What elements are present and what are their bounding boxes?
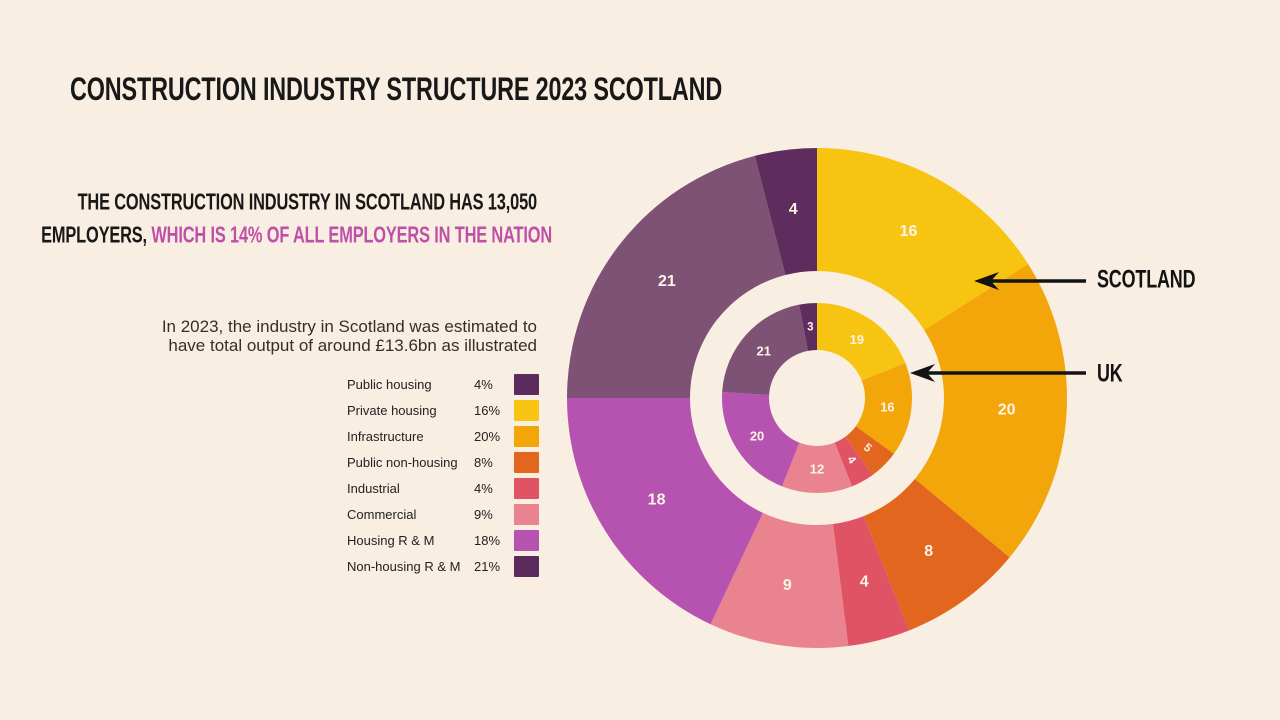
legend-label: Public housing	[347, 376, 432, 392]
inner-ring-annotation: UK	[1097, 358, 1123, 387]
chart-segment-scotland-infrastructure	[914, 264, 1067, 558]
employers-statement-black: EMPLOYERS,	[41, 223, 147, 248]
legend-item: Commercial 9%	[347, 503, 539, 525]
legend-label: Industrial	[347, 480, 400, 496]
chart-segment-scotland-non-housing-r-m	[567, 155, 786, 398]
legend-percentage: 8%	[474, 454, 493, 470]
chart-segment-value: 19	[850, 332, 864, 347]
chart-segment-uk-infrastructure	[855, 363, 912, 454]
chart-segment-value: 8	[924, 543, 933, 560]
employers-statement: THE CONSTRUCTION INDUSTRY IN SCOTLAND HA…	[0, 186, 552, 252]
legend-percentage: 21%	[474, 558, 501, 574]
legend-percentage: 4%	[474, 376, 493, 392]
legend-item: Infrastructure 20%	[347, 425, 539, 447]
legend-item: Industrial 4%	[347, 477, 539, 499]
chart-segment-value: 4	[789, 201, 798, 218]
chart-segment-scotland-private-housing	[817, 148, 1029, 330]
legend-label: Infrastructure	[347, 428, 424, 444]
legend-item: Public housing 4%	[347, 373, 539, 395]
employers-statement-highlight: WHICH IS 14% OF ALL EMPLOYERS IN THE NAT…	[146, 223, 553, 248]
chart-segment-value: 12	[810, 462, 824, 477]
chart-segment-value: 20	[998, 401, 1016, 418]
employers-statement-line1: THE CONSTRUCTION INDUSTRY IN SCOTLAND HA…	[77, 190, 538, 215]
chart-segment-scotland-public-non-housing	[863, 478, 1010, 631]
chart-segment-value: 9	[783, 577, 792, 594]
legend-percentage: 9%	[474, 506, 493, 522]
employers-statement-line2: EMPLOYERS, WHICH IS 14% OF ALL EMPLOYERS…	[0, 219, 552, 252]
page-title-text: CONSTRUCTION INDUSTRY STRUCTURE 2023 SCO…	[70, 72, 723, 108]
page-title: CONSTRUCTION INDUSTRY STRUCTURE 2023 SCO…	[70, 72, 906, 108]
arrowhead-icon	[974, 272, 999, 290]
chart-segment-value: 20	[750, 429, 764, 444]
chart-segment-value: 16	[880, 399, 894, 414]
chart-segment-uk-public-non-housing	[845, 426, 894, 475]
chart-segment-uk-private-housing	[817, 303, 906, 381]
legend-percentage: 16%	[474, 402, 501, 418]
legend-label: Non-housing R & M	[347, 558, 461, 574]
legend-swatch	[514, 399, 539, 421]
chart-segment-uk-industrial	[834, 436, 873, 487]
chart-segment-value: 21	[658, 273, 676, 290]
chart-segment-value: 3	[807, 321, 813, 333]
arrowhead-icon	[910, 364, 935, 382]
chart-segment-uk-housing-r-m	[722, 392, 800, 487]
inner-ring-arrow	[910, 364, 1086, 382]
legend-item: Public non-housing 8%	[347, 451, 539, 473]
legend-item: Non-housing R & M 21%	[347, 555, 539, 577]
chart-segment-scotland-industrial	[832, 516, 910, 647]
chart-segment-uk-commercial	[782, 442, 852, 494]
legend-label: Public non-housing	[347, 454, 458, 470]
legend-percentage: 18%	[474, 532, 501, 548]
legend-swatch	[514, 451, 539, 473]
legend-swatch	[514, 503, 539, 525]
outer-ring-arrow	[974, 272, 1086, 290]
donut-chart: 16 20 8 4 9 18 21 4 19 16 5 4 12 20 21 3	[557, 138, 1077, 658]
output-subtext: In 2023, the industry in Scotland was es…	[17, 317, 537, 355]
legend-label: Housing R & M	[347, 532, 435, 548]
output-subtext-line2: have total output of around £13.6bn as i…	[168, 336, 537, 355]
legend-swatch	[514, 425, 539, 447]
chart-segment-scotland-public-housing	[754, 148, 817, 275]
output-subtext-line1: In 2023, the industry in Scotland was es…	[161, 317, 537, 336]
chart-segment-value: 18	[648, 491, 666, 508]
chart-segment-value: 16	[900, 223, 918, 240]
chart-segment-uk-public-housing	[799, 303, 817, 351]
legend-swatch	[514, 373, 539, 395]
legend-item: Private housing 16%	[347, 399, 539, 421]
chart-segment-value: 21	[757, 344, 771, 359]
legend-percentage: 4%	[474, 480, 493, 496]
legend-label: Commercial	[347, 506, 417, 522]
legend-swatch	[514, 477, 539, 499]
legend-swatch	[514, 529, 539, 551]
legend-percentage: 20%	[474, 428, 501, 444]
legend-swatch	[514, 555, 539, 577]
outer-ring-annotation: SCOTLAND	[1097, 264, 1196, 293]
chart-legend: Public housing 4% Private housing 16% Infras…	[347, 373, 539, 581]
chart-segment-value: 4	[860, 574, 869, 591]
chart-segment-scotland-housing-r-m	[567, 398, 763, 625]
chart-segment-scotland-commercial	[710, 512, 849, 648]
legend-label: Private housing	[347, 402, 437, 418]
legend-item: Housing R & M 18%	[347, 529, 539, 551]
chart-segment-uk-non-housing-r-m	[722, 304, 809, 395]
